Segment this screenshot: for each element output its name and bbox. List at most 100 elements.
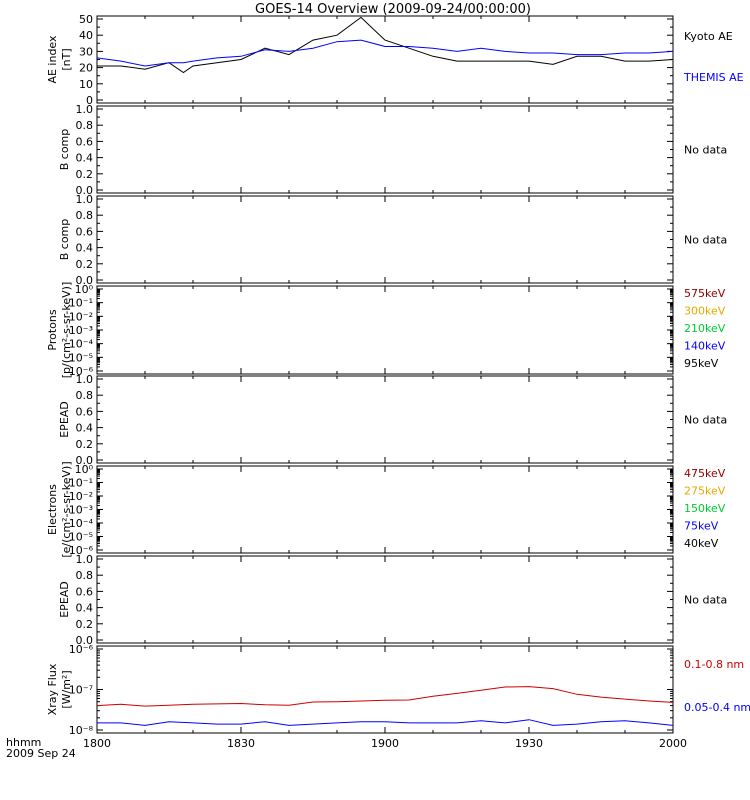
legend-label: 575keV (684, 287, 726, 300)
legend-label: 0.05-0.4 nm (684, 701, 750, 714)
y-tick-label: 10⁰ (75, 283, 94, 296)
y-tick-label: 1.0 (76, 103, 94, 116)
y-tick-label: 0.4 (76, 152, 94, 165)
y-tick-label: 10⁰ (75, 463, 94, 476)
y-tick-label: 10⁻² (69, 310, 93, 323)
legend-label: 0.1-0.8 nm (684, 658, 744, 671)
legend-label: 75keV (684, 520, 719, 533)
y-axis-label: [nT] (60, 48, 73, 70)
date-label: 2009 Sep 24 (6, 747, 76, 760)
series-line-1 (96, 39, 674, 67)
y-tick-label: 10⁻³ (69, 504, 93, 517)
y-tick-label: 0.0 (76, 634, 94, 647)
x-tick-label: 1930 (515, 737, 543, 750)
series-line-0 (96, 686, 674, 707)
legend-label: 140keV (684, 340, 726, 353)
y-tick-label: 0.4 (76, 242, 94, 255)
y-tick-label: 0.8 (76, 389, 94, 402)
panel-ae: AE index [nT] 0 10 20 30 40 50 Kyoto AE THEMIS AE (46, 13, 744, 107)
panel-frame (96, 555, 674, 644)
series-line-0 (97, 16, 674, 74)
legend-label: 210keV (684, 322, 726, 335)
x-tick-label: 1900 (371, 737, 399, 750)
y-tick-label: 50 (79, 13, 93, 26)
y-axis-label: B comp (58, 129, 71, 171)
no-data-label: No data (684, 594, 727, 607)
y-tick-label: 10⁻⁸ (69, 724, 94, 737)
y-tick-label: 30 (79, 45, 93, 58)
y-tick-label: 20 (79, 62, 93, 75)
y-tick-label: 0.8 (76, 209, 94, 222)
y-tick-label: 1.0 (76, 553, 94, 566)
y-tick-label: 0.2 (76, 168, 94, 181)
y-axis-label: EPEAD (58, 401, 71, 438)
panel-frame (96, 375, 674, 464)
y-axis-label: B comp (58, 219, 71, 261)
x-tick-label: 2000 (659, 737, 687, 750)
y-tick-label: 10⁻⁵ (69, 531, 93, 544)
y-tick-label: 10⁻⁴ (69, 338, 94, 351)
y-tick-label: 10⁻⁶ (69, 643, 94, 656)
y-tick-label: 1.0 (76, 373, 94, 386)
panel-frame (96, 285, 674, 375)
series-line-1 (97, 719, 674, 726)
no-data-label: No data (684, 144, 727, 157)
legend-label: Kyoto AE (684, 30, 733, 43)
time-axis-label: hhmm (6, 736, 41, 749)
y-tick-label: 10 (79, 78, 93, 91)
y-tick-label: 10⁻¹ (69, 477, 93, 490)
y-tick-label: 1.0 (76, 193, 94, 206)
legend-label: 95keV (684, 357, 719, 370)
y-tick-label: 10⁻³ (69, 324, 93, 337)
panel-xray: Xray Flux [W/m²] 10⁻⁶ 10⁻⁷ 10⁻⁸ 0.1-0.8 nm 0.0… (46, 643, 750, 750)
y-tick-label: 0.8 (76, 119, 94, 132)
y-tick-label: 0.6 (76, 135, 94, 148)
panel-bcomp2: B comp 0.0 0.2 0.4 0.6 0.8 1.0 No data (58, 193, 727, 287)
panel-frame (96, 645, 674, 734)
y-tick-label: 10⁻⁵ (69, 351, 93, 364)
y-tick-label: 10⁻⁶ (69, 365, 94, 378)
y-tick-label: 10⁻⁷ (69, 684, 93, 697)
y-tick-label: 10⁻⁴ (69, 517, 94, 530)
legend-label: 300keV (684, 305, 726, 318)
legend-label: 275keV (684, 485, 726, 498)
y-tick-label: 10⁻⁶ (69, 544, 94, 557)
y-tick-label: 10⁻¹ (69, 297, 93, 310)
y-axis-label: [p/(cm²-s-sr-keV)] (60, 282, 73, 379)
y-tick-label: 0.4 (76, 422, 94, 435)
y-tick-label: 0.0 (76, 454, 94, 467)
panel-frame (96, 15, 674, 104)
y-tick-label: 0.2 (76, 438, 94, 451)
y-tick-label: 0 (86, 94, 93, 107)
no-data-label: No data (684, 414, 727, 427)
y-axis-label: EPEAD (58, 581, 71, 618)
y-tick-label: 0.4 (76, 602, 94, 615)
y-tick-label: 0.0 (76, 274, 94, 287)
panel-epead2: EPEAD 0.0 0.2 0.4 0.6 0.8 1.0 No data (58, 553, 727, 647)
x-tick-label: 1830 (227, 737, 255, 750)
legend-label: 40keV (684, 537, 719, 550)
y-tick-label: 0.6 (76, 585, 94, 598)
panels: AE index [nT] 0 10 20 30 40 50 Kyoto AE THEMIS AE… (46, 13, 750, 750)
panel-frame (96, 105, 674, 194)
y-axis-label: [e/(cm²-s-sr-keV)] (60, 461, 73, 557)
y-tick-label: 0.0 (76, 184, 94, 197)
x-tick-label: 1800 (83, 737, 111, 750)
y-tick-label: 0.2 (76, 258, 94, 271)
y-tick-label: 0.2 (76, 618, 94, 631)
y-axis-label: AE index (46, 35, 59, 84)
y-axis-label: [W/m²] (60, 670, 73, 708)
panel-frame (96, 465, 674, 554)
y-tick-label: 0.6 (76, 225, 94, 238)
legend-label: 150keV (684, 502, 726, 515)
legend-label: THEMIS AE (683, 71, 744, 84)
panel-electrons: Electrons [e/(cm²-s-sr-keV)] 10⁰10⁻¹10⁻²10… (46, 461, 726, 557)
y-axis-label: Xray Flux (46, 663, 59, 715)
figure-title: GOES-14 Overview (2009-09-24/00:00:00) (255, 2, 531, 17)
y-tick-label: 40 (79, 29, 93, 42)
y-tick-label: 0.8 (76, 569, 94, 582)
panel-protons: Protons [p/(cm²-s-sr-keV)] 10⁰10⁻¹10⁻²10⁻³… (46, 282, 726, 379)
y-tick-label: 10⁻² (69, 490, 93, 503)
y-axis-label: Electrons (46, 484, 59, 535)
